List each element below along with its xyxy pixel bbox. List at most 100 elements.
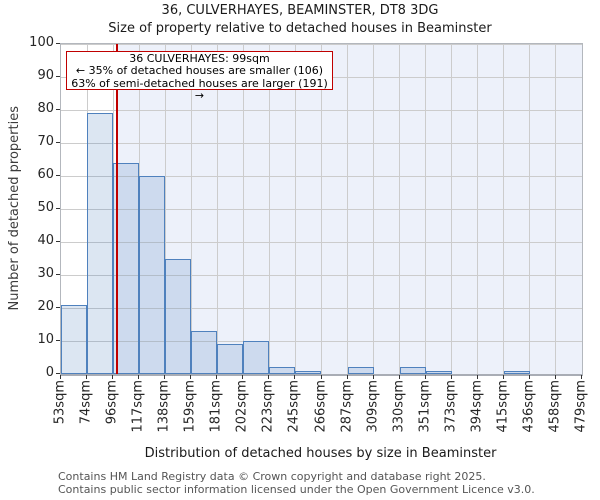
x-tick-mark (112, 375, 114, 379)
y-tick-mark (56, 307, 60, 308)
x-tick-label: 245sqm (287, 380, 302, 433)
histogram-bar (217, 344, 244, 374)
property-size-marker-line (115, 44, 118, 374)
annotation-box: 36 CULVERHAYES: 99sqm ← 35% of detached h… (66, 51, 333, 102)
x-tick-label: 223sqm (261, 380, 276, 433)
x-tick-label-text: 74sqm (78, 380, 94, 425)
histogram-bar (269, 367, 296, 374)
v-gridline (425, 44, 427, 374)
x-tick-label: 181sqm (209, 380, 224, 433)
x-tick-mark (60, 375, 61, 379)
footer-line-2: Contains public sector information licen… (58, 482, 535, 496)
x-tick-mark (190, 375, 192, 379)
x-tick-label-text: 479sqm (573, 380, 589, 433)
y-tick-mark (56, 76, 60, 77)
v-gridline (347, 44, 349, 374)
annotation-line: 63% of semi-detached houses are larger (… (71, 76, 328, 103)
x-tick-label: 373sqm (443, 380, 458, 433)
x-tick-label: 436sqm (521, 380, 536, 433)
x-tick-label-text: 96sqm (104, 380, 120, 425)
x-tick-label-text: 330sqm (391, 380, 407, 433)
v-gridline (190, 44, 192, 374)
x-tick-label-text: 351sqm (417, 380, 433, 433)
y-tick-mark (56, 208, 60, 209)
v-gridline (477, 44, 479, 374)
x-tick-label: 74sqm (79, 380, 94, 424)
y-tick-mark (56, 109, 60, 110)
x-tick-label-text: 159sqm (182, 380, 198, 433)
x-tick-label-text: 181sqm (208, 380, 224, 433)
x-tick-label: 458sqm (547, 380, 562, 433)
y-tick-label: 10 (37, 332, 54, 347)
x-tick-mark (346, 375, 348, 379)
x-tick-label-text: 223sqm (260, 380, 276, 433)
y-tick-label: 40 (37, 233, 54, 248)
y-tick-label: 0 (45, 365, 54, 380)
v-gridline (451, 44, 453, 374)
chart-title: 36, CULVERHAYES, BEAMINSTER, DT8 3DG (161, 3, 439, 18)
y-tick-label: 70 (37, 134, 54, 149)
v-gridline (242, 44, 244, 374)
v-gridline (268, 44, 270, 374)
x-tick-label: 351sqm (417, 380, 432, 433)
chart-subtitle: Size of property relative to detached ho… (108, 21, 492, 36)
x-tick-mark (86, 375, 88, 379)
x-tick-mark (294, 375, 296, 379)
x-tick-label: 309sqm (365, 380, 380, 433)
footer: Contains HM Land Registry data © Crown c… (58, 470, 535, 496)
x-tick-mark (268, 375, 270, 379)
x-tick-mark (320, 375, 322, 379)
histogram-bar (87, 113, 114, 374)
y-tick-label: 100 (29, 35, 54, 50)
x-tick-label-text: 394sqm (469, 380, 485, 433)
v-gridline (373, 44, 375, 374)
v-gridline (321, 44, 322, 374)
annotation-line: 36 CULVERHAYES: 99sqm (129, 52, 270, 65)
y-tick-label: 30 (37, 266, 54, 281)
histogram-bar (503, 370, 530, 374)
x-tick-mark (138, 375, 140, 379)
x-tick-mark (581, 375, 582, 379)
v-gridline (399, 44, 401, 374)
x-tick-label-text: 266sqm (313, 380, 328, 433)
x-tick-mark (424, 375, 426, 379)
x-tick-label-text: 202sqm (234, 380, 250, 433)
x-tick-mark (164, 375, 166, 379)
y-tick-mark (56, 274, 60, 275)
y-tick-mark (56, 340, 60, 341)
x-tick-label: 138sqm (157, 380, 172, 433)
y-tick-mark (56, 43, 60, 44)
x-tick-label: 117sqm (131, 380, 146, 433)
x-tick-label: 53sqm (53, 380, 68, 424)
x-tick-label: 394sqm (469, 380, 484, 433)
v-gridline (164, 44, 166, 374)
y-tick-mark (56, 241, 60, 242)
x-tick-mark (216, 375, 218, 379)
v-gridline (529, 44, 531, 374)
x-tick-mark (528, 375, 530, 379)
x-tick-mark (242, 375, 244, 379)
histogram-bar (165, 258, 192, 374)
x-tick-mark (450, 375, 452, 379)
x-tick-label-text: 458sqm (547, 380, 563, 433)
x-tick-label: 287sqm (339, 380, 354, 433)
y-tick-label: 60 (37, 167, 54, 182)
histogram-bar (347, 367, 374, 374)
x-tick-label-text: 436sqm (521, 380, 537, 433)
footer-line-1: Contains HM Land Registry data © Crown c… (58, 470, 486, 483)
x-tick-label-text: 415sqm (495, 380, 511, 433)
x-tick-label: 266sqm (313, 380, 328, 433)
x-tick-label-text: 309sqm (365, 380, 381, 433)
y-tick-mark (56, 142, 60, 143)
x-tick-mark (554, 375, 556, 379)
x-tick-label-text: 138sqm (156, 380, 172, 433)
histogram-bar (139, 176, 166, 374)
y-tick-mark (56, 175, 60, 176)
plot-area: 36 CULVERHAYES: 99sqm ← 35% of detached h… (60, 43, 583, 376)
x-tick-label-text: 245sqm (286, 380, 302, 433)
v-gridline (216, 44, 218, 374)
x-tick-mark (502, 375, 504, 379)
annotation-line: ← 35% of detached houses are smaller (10… (75, 64, 324, 78)
y-tick-mark (56, 373, 60, 374)
